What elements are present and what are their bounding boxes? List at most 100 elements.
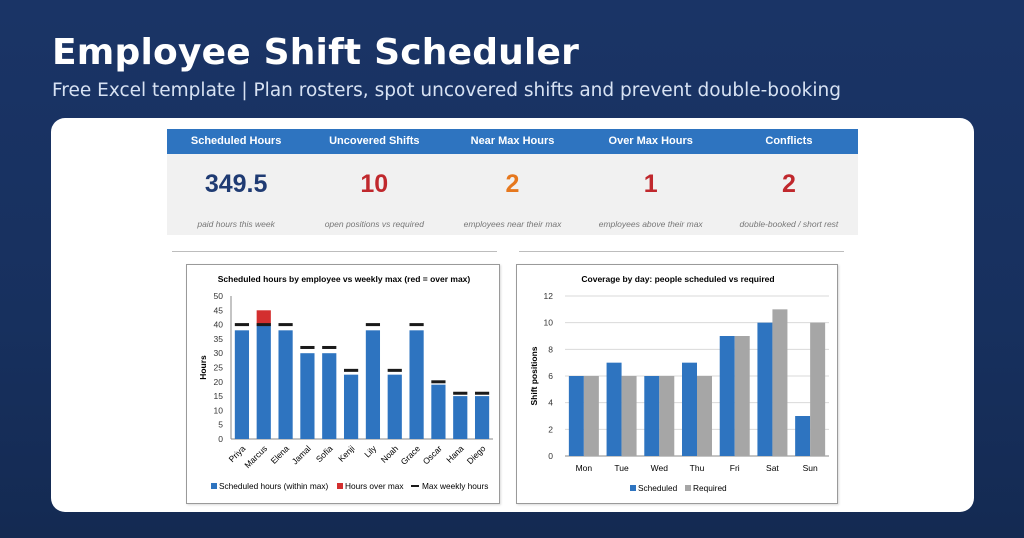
hours-bar — [300, 353, 315, 439]
divider-left — [172, 251, 497, 252]
hours-x-tick-label: Noah — [379, 443, 401, 465]
kpi-label-near-max-hours: Near Max Hours — [470, 135, 555, 147]
kpi-sub-uncovered-shifts: open positions vs required — [324, 219, 424, 229]
coverage-by-day-chart[interactable]: Coverage by day: people scheduled vs req… — [516, 264, 838, 504]
kpi-near-max-hours: 2 employees near their max — [443, 154, 581, 235]
kpi-value-near-max-hours: 2 — [505, 170, 520, 198]
kpi-header-row: Scheduled Hours Uncovered Shifts Near Ma… — [167, 129, 858, 154]
hours-y-tick-label: 0 — [218, 434, 223, 444]
coverage-x-tick-label: Sun — [803, 463, 818, 473]
kpi-value-conflicts: 2 — [781, 170, 796, 198]
hours-y-tick-label: 30 — [214, 348, 224, 358]
scheduled-bar — [644, 376, 660, 456]
coverage-chart-ylabel: Shift positions — [529, 346, 539, 405]
hours-x-tick-label: Hana — [444, 443, 466, 465]
max-hours-marker — [234, 323, 250, 327]
kpi-label-over-max-hours: Over Max Hours — [608, 135, 693, 147]
coverage-x-tick-label: Mon — [576, 463, 593, 473]
hours-chart-title: Scheduled hours by employee vs weekly ma… — [218, 274, 471, 284]
max-hours-marker — [453, 391, 468, 395]
legend-swatch-required — [685, 485, 691, 491]
max-hours-marker — [387, 368, 402, 372]
hours-x-tick-label: Lily — [362, 443, 379, 460]
hours-over-bar — [256, 310, 271, 325]
coverage-y-tick-label: 0 — [548, 451, 553, 461]
legend-label-within: Scheduled hours (within max) — [219, 481, 329, 491]
required-bar — [659, 376, 675, 456]
hours-bar — [387, 374, 402, 439]
kpi-conflicts: 2 double-booked / short rest — [720, 154, 858, 235]
legend-label-over: Hours over max — [345, 481, 404, 491]
kpi-value-row: 349.5 paid hours this week 10 open posit… — [167, 154, 858, 235]
max-hours-marker — [343, 368, 359, 372]
kpi-uncovered-shifts: 10 open positions vs required — [305, 154, 443, 235]
coverage-y-tick-label: 2 — [548, 424, 553, 434]
legend-swatch-max — [411, 485, 419, 487]
hours-x-tick-label: Oscar — [421, 443, 444, 466]
scheduled-bar — [757, 322, 773, 456]
kpi-value-scheduled-hours: 349.5 — [204, 170, 268, 198]
max-hours-marker — [431, 380, 446, 384]
kpi-sub-conflicts: double-booked / short rest — [739, 219, 839, 229]
coverage-y-tick-label: 6 — [548, 371, 553, 381]
scheduled-bar — [795, 416, 811, 456]
required-bar — [697, 376, 712, 456]
hours-by-employee-chart[interactable]: Scheduled hours by employee vs weekly ma… — [186, 264, 500, 504]
max-hours-marker — [300, 345, 315, 349]
hours-x-tick-label: Kenji — [336, 443, 357, 464]
coverage-y-tick-label: 4 — [548, 398, 553, 408]
coverage-y-tick-label: 10 — [544, 318, 554, 328]
legend-label-scheduled: Scheduled — [638, 483, 678, 493]
hours-bar — [278, 330, 293, 439]
divider-right — [519, 251, 844, 252]
hours-y-tick-label: 20 — [214, 377, 224, 387]
required-bar — [734, 336, 750, 456]
page-subtitle: Free Excel template | Plan rosters, spot… — [52, 80, 841, 101]
hours-y-tick-label: 15 — [214, 391, 224, 401]
max-hours-marker — [474, 391, 490, 395]
required-bar — [772, 309, 788, 456]
hours-bar — [343, 374, 359, 439]
hours-x-tick-label: Sofia — [314, 443, 335, 464]
hours-y-tick-label: 35 — [214, 334, 224, 344]
kpi-sub-over-max-hours: employees above their max — [598, 219, 703, 229]
hours-y-tick-label: 25 — [214, 363, 224, 373]
hours-x-tick-label: Diego — [465, 443, 488, 466]
kpi-label-conflicts: Conflicts — [765, 135, 813, 147]
hours-bar — [365, 330, 381, 439]
kpi-scheduled-hours: 349.5 paid hours this week — [167, 154, 305, 235]
kpi-value-uncovered-shifts: 10 — [360, 170, 389, 198]
legend-swatch-within — [211, 483, 217, 489]
hours-x-tick-label: Grace — [399, 443, 423, 467]
scheduled-bar — [568, 376, 584, 456]
coverage-y-tick-label: 12 — [544, 291, 554, 301]
kpi-over-max-hours: 1 employees above their max — [582, 154, 720, 235]
coverage-y-tick-label: 8 — [548, 344, 553, 354]
max-hours-marker — [322, 345, 337, 349]
legend-label-max: Max weekly hours — [422, 481, 488, 491]
kpi-value-over-max-hours: 1 — [643, 170, 658, 198]
hours-x-tick-label: Jamal — [290, 443, 313, 466]
scheduled-bar — [606, 362, 622, 456]
hours-y-tick-label: 5 — [218, 420, 223, 430]
hours-bar — [453, 396, 468, 439]
coverage-chart-title: Coverage by day: people scheduled vs req… — [581, 274, 774, 284]
kpi-sub-scheduled-hours: paid hours this week — [197, 219, 275, 229]
scheduled-bar — [682, 362, 697, 456]
coverage-x-tick-label: Wed — [651, 463, 669, 473]
required-bar — [583, 376, 599, 456]
max-hours-marker — [278, 323, 293, 327]
hours-y-tick-label: 45 — [214, 305, 224, 315]
coverage-x-tick-label: Thu — [690, 463, 705, 473]
hours-bar — [256, 324, 271, 439]
coverage-x-tick-label: Fri — [730, 463, 740, 473]
scheduled-bar — [719, 336, 735, 456]
hours-bar — [322, 353, 337, 439]
page-title: Employee Shift Scheduler — [52, 32, 580, 73]
max-hours-marker — [409, 323, 424, 327]
hours-bar — [234, 330, 250, 439]
hours-chart-svg: Scheduled hours by employee vs weekly ma… — [198, 274, 493, 491]
hours-bar — [431, 384, 446, 439]
coverage-chart-svg: Coverage by day: people scheduled vs req… — [529, 274, 829, 493]
kpi-label-scheduled-hours: Scheduled Hours — [190, 135, 282, 147]
